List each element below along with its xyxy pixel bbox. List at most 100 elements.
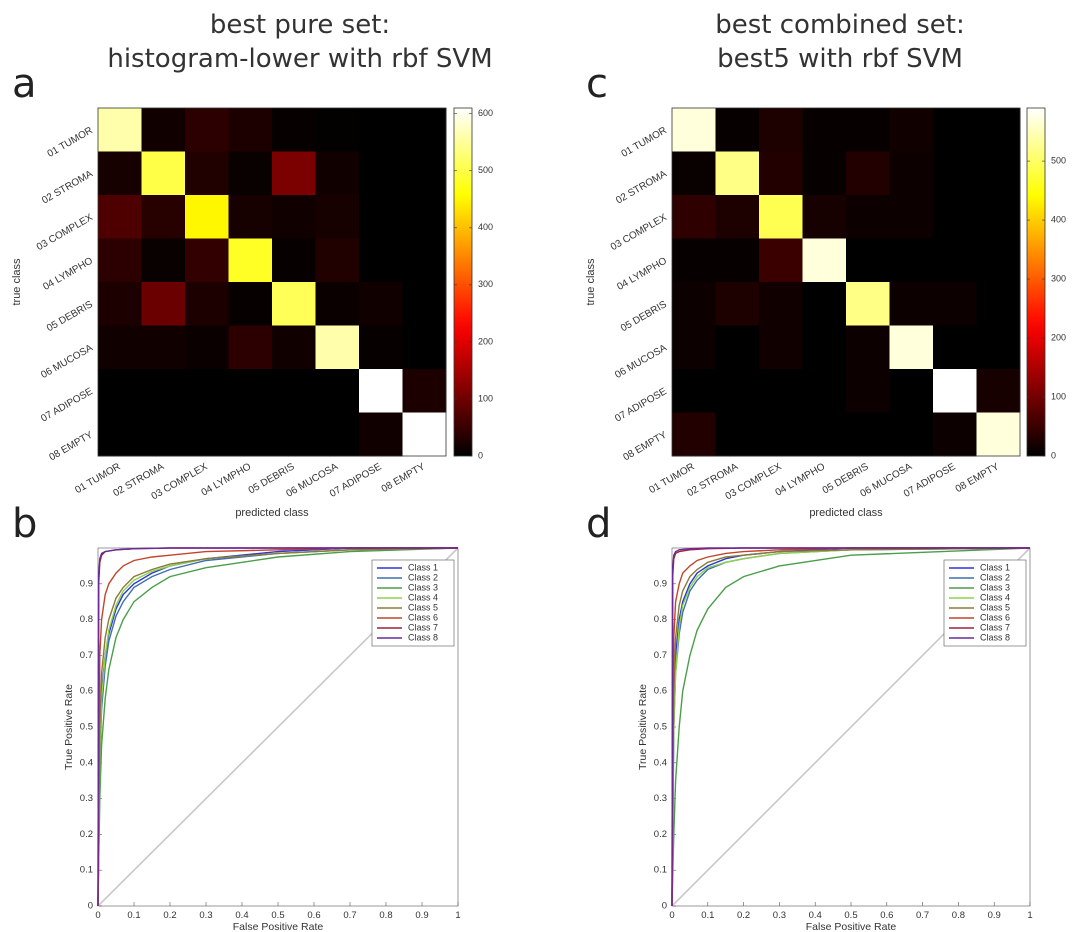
heatmap-cell	[802, 238, 847, 283]
heatmap-cell	[315, 108, 360, 152]
heatmap-frame	[671, 107, 1021, 457]
heatmap-cell	[976, 369, 1021, 413]
legend-entry-label: Class 5	[408, 602, 438, 612]
heatmap-cell	[359, 369, 403, 413]
x-tick-label: 0.2	[737, 910, 750, 921]
legend-entry-label: Class 8	[408, 632, 438, 642]
x-tick-label: 1	[455, 910, 460, 921]
heatmap-cell	[272, 369, 316, 413]
legend-box	[943, 559, 1027, 647]
heatmap-cell	[359, 195, 403, 239]
heatmap-cell	[141, 195, 186, 239]
heatmap-cell	[846, 195, 890, 239]
heatmap-cell	[759, 195, 803, 239]
heatmap-cell	[185, 282, 229, 326]
heatmap-cell	[933, 195, 977, 239]
heatmap-y-axis-label: true class	[11, 258, 23, 306]
heatmap-cell	[976, 282, 1021, 326]
roc-curve-class-5	[671, 547, 1031, 907]
roc-curve-class-3	[97, 547, 459, 907]
legend-entry-label: Class 1	[408, 562, 438, 572]
heatmap-cell	[889, 369, 934, 413]
heatmap-cell	[402, 108, 447, 152]
roc-curve-class-5	[97, 547, 459, 907]
panel-a-title-line1: best pure set:	[209, 10, 391, 40]
roc-curve-class-6	[671, 547, 1030, 907]
panel-c-title-line2: best5 with rbf SVM	[717, 44, 963, 74]
heatmap-cell	[715, 282, 760, 326]
heatmap-cell	[802, 325, 847, 370]
heatmap-cell	[185, 412, 229, 457]
heatmap-cell	[846, 151, 890, 196]
y-tick-label: 0.5	[80, 722, 93, 733]
heatmap-cell	[98, 195, 142, 239]
heatmap-cell	[802, 412, 847, 457]
heatmap-cell	[759, 151, 803, 196]
y-tick-label: 0.6	[80, 686, 93, 697]
legend-entry-label: Class 2	[980, 572, 1010, 582]
heatmap-cell	[315, 238, 360, 283]
heatmap-cell	[228, 151, 273, 196]
colorbar-tick-label: 500	[478, 165, 493, 175]
heatmap-cell	[359, 282, 403, 326]
heatmap-cell	[359, 108, 403, 152]
y-axis-label: True Positive Rate	[637, 684, 649, 770]
heatmap-cell	[976, 238, 1021, 283]
heatmap-cell	[185, 108, 229, 152]
heatmap-y-tick-label: 03 COMPLEX	[35, 212, 95, 253]
panel-a-letter: a	[12, 61, 37, 107]
colorbar-tick-label: 300	[1051, 273, 1066, 283]
heatmap-y-tick-label: 03 COMPLEX	[609, 212, 669, 253]
x-tick-label: 0.6	[880, 910, 893, 921]
heatmap-cell	[272, 238, 316, 283]
heatmap-cell	[802, 369, 847, 413]
heatmap-y-tick-label: 06 MUCOSA	[39, 342, 95, 381]
colorbar-tick-label: 100	[478, 393, 493, 403]
heatmap-cell	[185, 238, 229, 283]
heatmap-cell	[889, 412, 934, 457]
heatmap-cell	[672, 108, 716, 152]
legend-entry-label: Class 4	[980, 592, 1010, 602]
legend-entry-label: Class 7	[408, 622, 438, 632]
heatmap-y-tick-label: 04 LYMPHO	[615, 255, 669, 292]
heatmap-cell	[98, 325, 142, 370]
heatmap-x-tick-label: 08 EMPTY	[954, 461, 1002, 495]
legend-entry-label: Class 7	[980, 622, 1010, 632]
heatmap-cell	[228, 369, 273, 413]
heatmap-cell	[402, 238, 447, 283]
heatmap-cell	[141, 151, 186, 196]
y-tick-label: 0.7	[654, 650, 667, 661]
heatmap-y-tick-label: 04 LYMPHO	[41, 255, 95, 292]
heatmap-cell	[315, 369, 360, 413]
x-tick-label: 0.7	[916, 910, 929, 921]
legend-box	[371, 559, 455, 647]
heatmap-cell	[715, 238, 760, 283]
heatmap-y-tick-label: 02 STROMA	[40, 168, 95, 206]
y-tick-label: 0.4	[80, 757, 93, 768]
heatmap-cell	[933, 325, 977, 370]
heatmap-cell	[759, 412, 803, 457]
heatmap-y-tick-label: 02 STROMA	[614, 168, 669, 206]
heatmap-cell	[976, 151, 1021, 196]
x-tick-label: 0.4	[809, 910, 822, 921]
colorbar-tick-label: 500	[1051, 155, 1066, 165]
heatmap-cell	[402, 195, 447, 239]
colorbar-tick-label: 200	[1051, 332, 1066, 342]
heatmap-cell	[141, 238, 186, 283]
panel-c-letter: c	[586, 61, 608, 107]
heatmap-cell	[672, 325, 716, 370]
heatmap-cell	[359, 238, 403, 283]
heatmap-cell	[228, 282, 273, 326]
y-tick-label: 0.9	[654, 578, 667, 589]
heatmap-cell	[315, 282, 360, 326]
x-tick-label: 0.3	[199, 910, 212, 921]
colorbar	[1026, 107, 1046, 457]
heatmap-cell	[759, 369, 803, 413]
heatmap-cell	[228, 325, 273, 370]
panel-a-title-line2: histogram-lower with rbf SVM	[107, 44, 493, 74]
heatmap-y-tick-label: 05 DEBRIS	[619, 299, 669, 334]
y-axis-label: True Positive Rate	[63, 684, 75, 770]
heatmap-cell	[141, 282, 186, 326]
legend-entry-label: Class 3	[408, 582, 438, 592]
